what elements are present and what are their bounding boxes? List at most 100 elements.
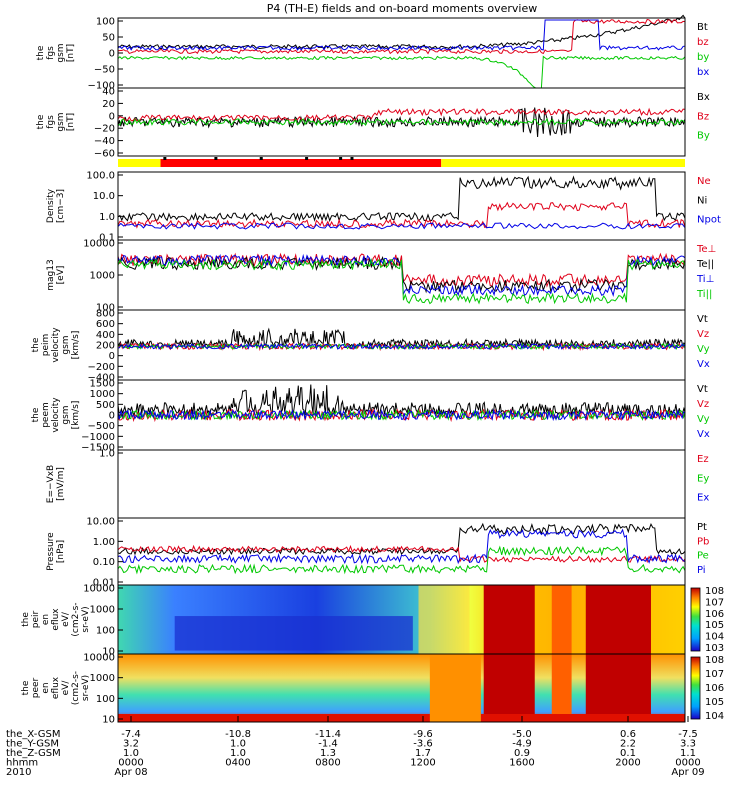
- trace-Pt: [117, 522, 686, 556]
- heatmap-band: [483, 585, 535, 654]
- footer-ephemeris: the_X-GSM -7.4 -10.8 -11.4 -9.6 -5.0 0.6 -7.5 th…: [6, 716, 705, 778]
- legend-entry: Te||: [696, 259, 714, 270]
- heatmap-band: [551, 654, 572, 722]
- y-tick-label: 0: [109, 351, 115, 362]
- footer-value: 1.0: [123, 748, 139, 759]
- trace-Npot: [117, 222, 686, 230]
- y-axis-label: velocity: [51, 397, 61, 433]
- footer-value: 1.7: [415, 748, 431, 759]
- y-tick-label: −1000: [81, 432, 115, 443]
- trace-Vx: [117, 342, 686, 351]
- legend-entry: Npot: [697, 215, 721, 226]
- y-tick-label: 10000: [83, 239, 115, 250]
- y-tick-label: 500: [96, 400, 115, 411]
- legend-entry: Vx: [697, 359, 710, 370]
- y-tick-label: 10000: [83, 584, 115, 595]
- mode-tick: [259, 157, 263, 160]
- y-axis-label: eflux: [51, 676, 61, 699]
- footer-value: Apr 08: [114, 767, 147, 778]
- traces-peim: [117, 327, 686, 352]
- trace-Vz: [117, 407, 686, 423]
- colorbar-tick-label: 107: [705, 669, 724, 680]
- trace-Bx: [117, 107, 686, 138]
- y-tick-label: −40: [94, 136, 115, 147]
- heatmap-band: [118, 714, 685, 722]
- legend-entry: Ne: [697, 176, 711, 187]
- trace-Vt: [117, 384, 686, 417]
- footer-value: 0800: [315, 758, 340, 769]
- y-axis-label: [mV/m]: [56, 467, 66, 501]
- traces-pressure: [117, 522, 686, 575]
- y-tick-label: 100: [96, 626, 115, 637]
- trace-bz: [117, 18, 686, 55]
- legend-entry: Vy: [697, 344, 710, 355]
- y-tick-label: −100: [88, 81, 115, 92]
- y-axis-label: the: [21, 680, 31, 695]
- y-axis-label: gsm: [61, 405, 71, 424]
- footer-row-label: the_Y-GSM: [6, 739, 59, 750]
- traces-peem: [117, 384, 686, 423]
- footer-value: 0400: [225, 758, 250, 769]
- panel-density: 100.0 10.0 1.0 0.1 Density [cm−3] Ne Ni Npot: [46, 171, 721, 244]
- footer-value: 0.9: [514, 748, 530, 759]
- colorbar-tick-label: 106: [705, 609, 724, 620]
- y-axis-label: velocity: [51, 327, 61, 363]
- y-axis-label: eV/: [61, 680, 71, 696]
- y-tick-label: 200: [96, 341, 115, 352]
- y-axis-label: en: [41, 614, 51, 625]
- y-axis-label: gsm: [56, 43, 66, 62]
- y-tick-label: 1.00: [93, 537, 115, 548]
- footer-value: 1.3: [320, 748, 336, 759]
- legend-entry: Vt: [697, 314, 708, 325]
- legend-entry: bz: [697, 37, 709, 48]
- y-tick-label: 0.10: [93, 557, 115, 568]
- mode-tick: [339, 157, 343, 160]
- y-tick-label: 1.0: [99, 212, 115, 223]
- mode-bar-segment: [160, 159, 442, 167]
- colorbar-ramp: [690, 656, 701, 720]
- y-axis-label: the: [36, 45, 46, 60]
- y-tick-label: −50: [94, 65, 115, 76]
- footer-value: 2000: [615, 758, 640, 769]
- trace-Pe: [117, 545, 686, 575]
- footer-row-label: 2010: [6, 767, 31, 778]
- colorbar-tick-label: 108: [705, 586, 724, 597]
- trace-By: [117, 117, 686, 127]
- traces-fgs: [117, 14, 686, 89]
- legend-entry: Bt: [697, 22, 708, 33]
- colorbar-tick-label: 105: [705, 697, 724, 708]
- footer-value: -3.6: [413, 739, 433, 750]
- trace-Bt: [117, 14, 686, 50]
- traces-fgs2: [117, 107, 686, 138]
- trace-Bz: [117, 107, 686, 122]
- y-tick-label: 40: [102, 87, 115, 98]
- colorbar-tick-label: 104: [705, 632, 724, 643]
- footer-value: -10.8: [225, 729, 251, 740]
- footer-value: 1.0: [230, 748, 246, 759]
- footer-value: -5.0: [512, 729, 532, 740]
- y-axis-label: peir: [31, 610, 41, 628]
- y-tick-label: 100: [96, 303, 115, 314]
- legend-entry: Ti||: [696, 289, 712, 300]
- legend-entry: Vz: [697, 399, 709, 410]
- footer-value: 1200: [410, 758, 435, 769]
- mode-tick: [214, 157, 218, 160]
- y-tick-label: 10: [102, 715, 115, 726]
- y-tick-label: 50: [102, 33, 115, 44]
- footer-value: Apr 09: [671, 767, 704, 778]
- y-axis-label: [nT]: [66, 113, 76, 131]
- panel-fgs: 100 50 0 −50 −100 the fgs gsm [nT] Bt bz by bx: [36, 14, 709, 92]
- legend-entry: Pb: [697, 536, 709, 547]
- footer-value: 1.1: [680, 748, 696, 759]
- legend-entry: Ni: [697, 195, 707, 206]
- footer-value: -7.5: [678, 729, 698, 740]
- legend-entry: Ti⊥: [696, 274, 714, 285]
- mode-tick: [163, 157, 167, 160]
- heatmap-band: [585, 654, 651, 722]
- heatmap-band: [418, 585, 470, 654]
- y-axis-label: [nT]: [66, 44, 76, 62]
- trace-Pi: [117, 528, 686, 565]
